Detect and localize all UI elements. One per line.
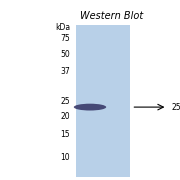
Text: Western Blot: Western Blot (80, 11, 143, 21)
Text: 25kDa: 25kDa (171, 103, 180, 112)
Ellipse shape (74, 104, 106, 111)
Text: 75: 75 (60, 34, 70, 43)
Text: 10: 10 (61, 153, 70, 162)
Text: 25: 25 (61, 97, 70, 106)
Text: kDa: kDa (55, 23, 70, 32)
Bar (76, 25, 130, 177)
Text: 37: 37 (60, 67, 70, 76)
Text: 15: 15 (61, 130, 70, 139)
Text: 20: 20 (61, 112, 70, 121)
Text: 50: 50 (60, 50, 70, 59)
